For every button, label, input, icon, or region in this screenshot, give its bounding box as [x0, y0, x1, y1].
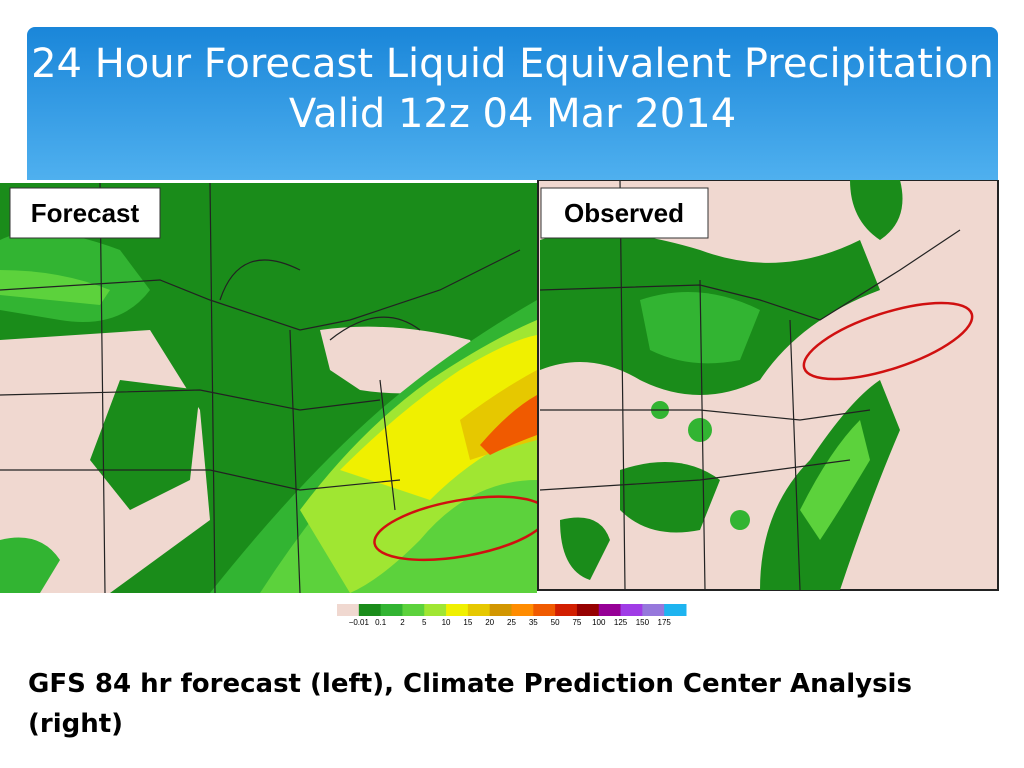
legend-label: 35 [529, 618, 538, 627]
legend-swatch [380, 604, 403, 616]
legend-swatch [424, 604, 447, 616]
legend-label: 125 [614, 618, 628, 627]
legend-label: 75 [572, 618, 581, 627]
legend-label: 25 [507, 618, 516, 627]
legend-label: 2 [400, 618, 405, 627]
legend-swatch [664, 604, 687, 616]
legend-label: 20 [485, 618, 494, 627]
observed-map [537, 180, 999, 591]
legend-label: 0.1 [375, 618, 387, 627]
legend-swatch [358, 604, 382, 616]
title-banner: 24 Hour Forecast Liquid Equivalent Preci… [27, 27, 998, 180]
legend-label: −0.01 [349, 618, 370, 627]
legend-swatch [642, 604, 665, 616]
panel-label: Observed [564, 198, 684, 228]
legend-label: 15 [463, 618, 472, 627]
legend-label: 50 [551, 618, 560, 627]
legend-label: 5 [422, 618, 427, 627]
legend-swatch [489, 604, 512, 616]
legend-label: 10 [442, 618, 451, 627]
legend-swatch [446, 604, 469, 616]
forecast-map [0, 182, 550, 594]
label-box [9, 187, 161, 239]
maps: Forecast Observed −0.01 0.1 2 5 10 15 20 25 35 50… [0, 180, 999, 627]
legend-label: 100 [592, 618, 606, 627]
legend-swatch [533, 604, 556, 616]
legend-swatch [467, 604, 491, 616]
legend-label: 150 [636, 618, 650, 627]
title: 24 Hour Forecast Liquid Equivalent Preci… [31, 41, 994, 137]
legend-swatch [620, 604, 643, 616]
legend-label: 175 [658, 618, 672, 627]
legend-swatch [598, 604, 622, 616]
legend-swatch [555, 604, 578, 616]
label-box [540, 187, 709, 239]
legend-swatch [511, 604, 534, 616]
legend-swatch [337, 604, 360, 616]
caption: GFS 84 hr forecast (left), Climate Predi… [28, 669, 912, 739]
legend-swatch [576, 604, 600, 616]
legend-swatch [402, 604, 425, 616]
panel-label: Forecast [31, 198, 140, 228]
legend: −0.01 0.1 2 5 10 15 20 25 35 50 75 100 125 150 175 [337, 604, 687, 627]
